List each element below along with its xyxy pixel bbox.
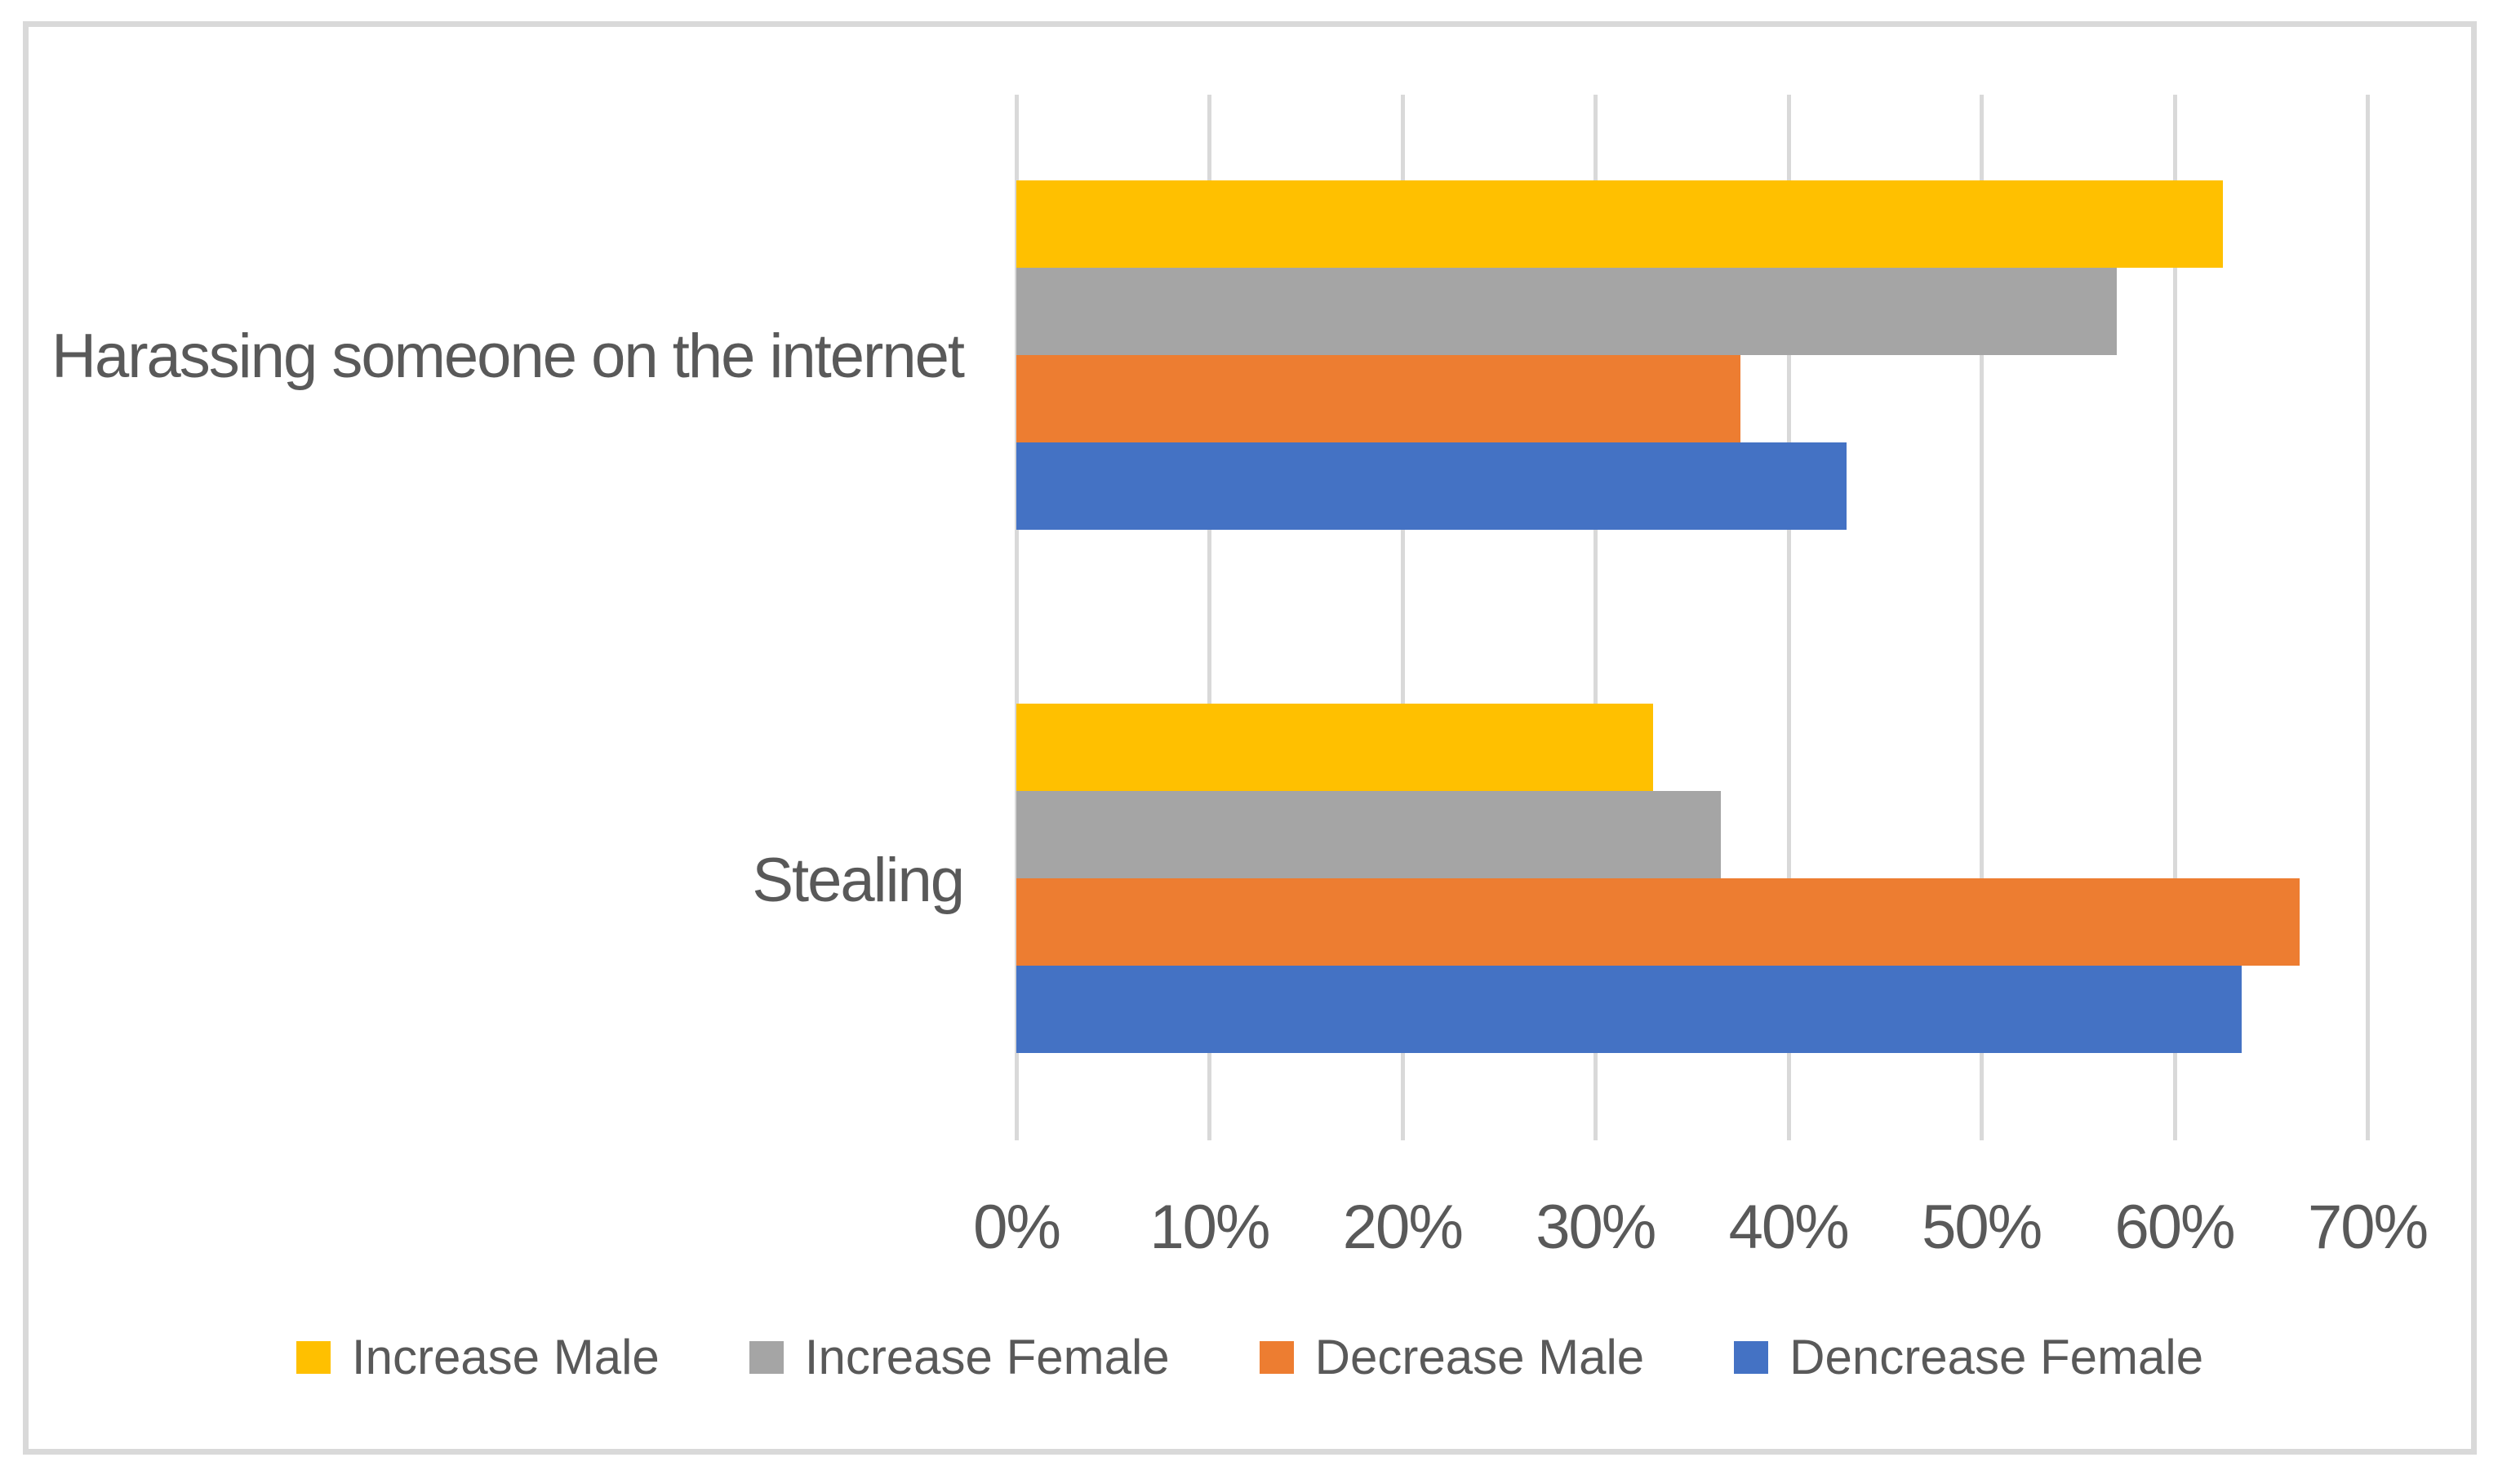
gridline (1593, 95, 1598, 1140)
gridline (1015, 95, 1019, 1140)
legend: Increase Male Increase Female Decrease Mal… (29, 1321, 2471, 1394)
bar-stealing-increase-male (1016, 704, 1654, 791)
category-label-stealing: Stealing (752, 846, 965, 915)
legend-swatch-increase-female (749, 1341, 784, 1374)
bar-harassing-someone-on-the-internet-dencrease-female (1016, 442, 1847, 530)
plot-area (1015, 95, 2370, 1140)
x-tick-label: 20% (1342, 1193, 1464, 1262)
bar-stealing-increase-female (1016, 791, 1721, 878)
bar-harassing-someone-on-the-internet-decrease-male (1016, 355, 1740, 442)
x-tick-label: 70% (2307, 1193, 2429, 1262)
gridline (1400, 95, 1405, 1140)
x-tick-label: 0% (973, 1193, 1061, 1262)
legend-swatch-increase-male (296, 1341, 331, 1374)
legend-item-increase-male: Increase Male (296, 1329, 660, 1386)
x-tick-label: 60% (2114, 1193, 2236, 1262)
value-axis: 0% 10% 20% 30% 40% 50% 60% 70% (973, 1193, 2429, 1275)
legend-label-increase-female: Increase Female (804, 1330, 1170, 1384)
x-tick-label: 10% (1149, 1193, 1270, 1262)
gridline (2366, 95, 2370, 1140)
bar-group-harassing-someone-on-the-internet (1016, 180, 2367, 530)
bar-stealing-dencrease-female (1016, 966, 2242, 1053)
gridline (1980, 95, 1985, 1140)
legend-label-dencrease-female: Dencrease Female (1789, 1330, 2204, 1384)
x-tick-label: 40% (1728, 1193, 1850, 1262)
category-label-harassing-someone-on-the-internet: Harassing someone on the internet (51, 322, 965, 391)
x-tick-label: 50% (1922, 1193, 2042, 1262)
legend-swatch-dencrease-female (1734, 1341, 1769, 1374)
chart-figure: Harassing someone on the internet Stealin… (23, 21, 2477, 1455)
bar-harassing-someone-on-the-internet-increase-female (1016, 268, 2117, 355)
legend-label-increase-male: Increase Male (351, 1330, 660, 1384)
legend-item-increase-female: Increase Female (749, 1329, 1170, 1386)
bar-harassing-someone-on-the-internet-increase-male (1016, 180, 2223, 268)
bar-stealing-decrease-male (1016, 878, 2300, 966)
legend-label-decrease-male: Decrease Male (1314, 1330, 1645, 1384)
legend-swatch-decrease-male (1259, 1341, 1294, 1374)
bar-group-stealing (1016, 704, 2367, 1053)
x-tick-label: 30% (1536, 1193, 1656, 1262)
gridline (1207, 95, 1212, 1140)
gridline (2172, 95, 2177, 1140)
legend-item-dencrease-female: Dencrease Female (1734, 1329, 2203, 1386)
gridline (1786, 95, 1791, 1140)
legend-item-decrease-male: Decrease Male (1259, 1329, 1645, 1386)
